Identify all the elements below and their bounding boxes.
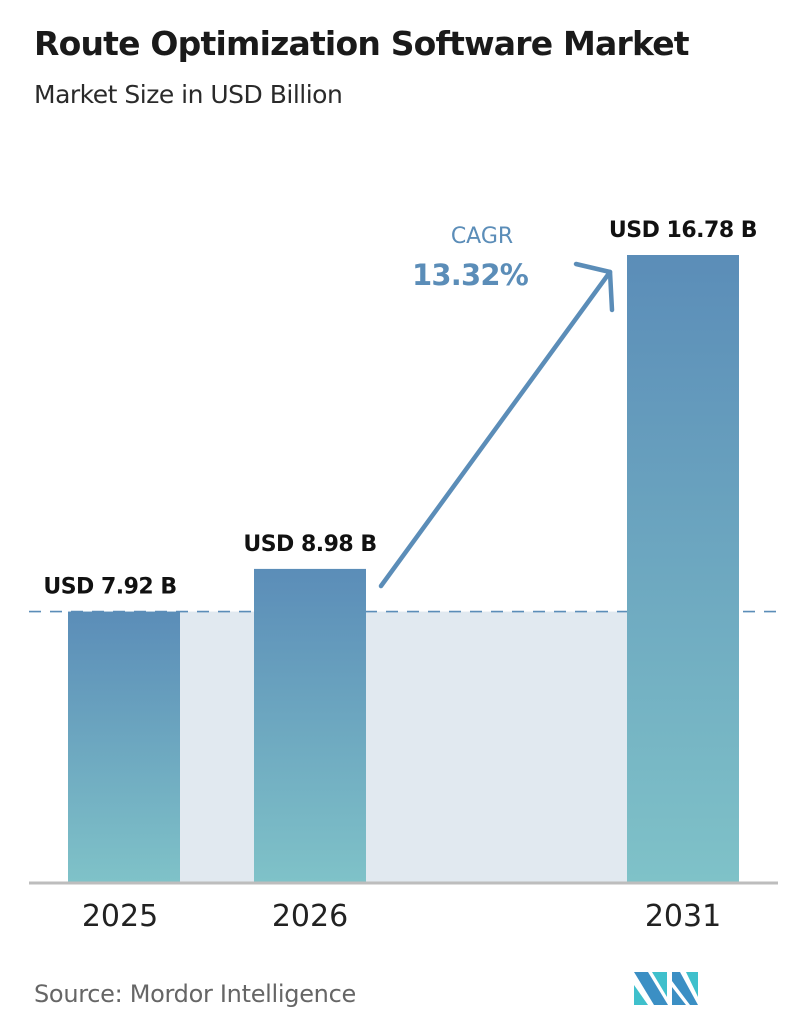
cagr-arrow-head [573,261,615,313]
shaded-band [180,611,254,882]
bar-2026 [254,568,366,882]
shaded-band [366,611,627,882]
cagr-label: CAGR [451,224,513,249]
cagr-arrow-shaft [378,269,613,589]
bar-2031 [627,255,739,882]
source-text: Source: Mordor Intelligence [34,980,356,1008]
x-tick-2026: 2026 [272,899,348,934]
data-label-2031: USD 16.78 B [609,218,757,243]
data-label-2026: USD 8.98 B [243,532,376,557]
bar-chart: USD 7.92 B 2025 USD 8.98 B 2026 USD 16.78 B 2… [29,218,780,934]
data-label-2025: USD 7.92 B [43,575,176,600]
cagr-value: 13.32% [412,258,529,292]
cagr-arrow [378,261,615,589]
bar-2025 [68,611,180,882]
x-tick-2031: 2031 [645,899,721,934]
mordor-logo-icon [634,972,698,1005]
chart-title: Route Optimization Software Market [34,24,690,63]
chart-subtitle: Market Size in USD Billion [34,80,343,109]
x-tick-2025: 2025 [82,899,158,934]
